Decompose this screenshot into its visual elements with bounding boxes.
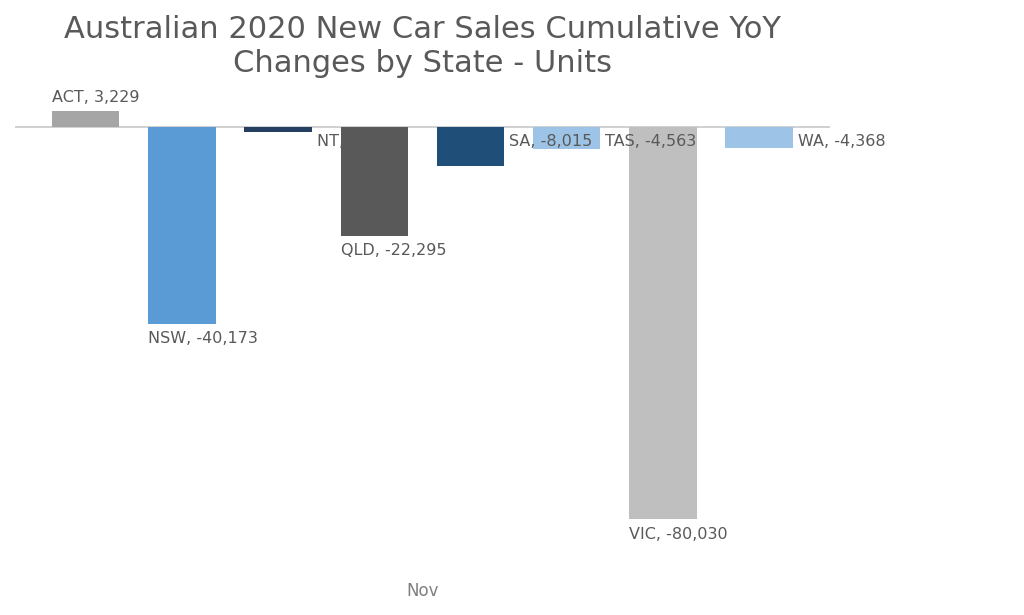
Bar <box>437 127 504 166</box>
Bar <box>52 111 120 127</box>
Bar <box>534 127 600 149</box>
Text: VIC, -80,030: VIC, -80,030 <box>630 526 728 542</box>
Text: QLD, -22,295: QLD, -22,295 <box>341 244 446 258</box>
Bar <box>245 127 311 132</box>
Bar <box>630 127 696 519</box>
Text: NSW, -40,173: NSW, -40,173 <box>148 331 258 346</box>
Text: NT, -1,097: NT, -1,097 <box>316 134 400 149</box>
Bar <box>725 127 793 148</box>
Bar <box>341 127 408 236</box>
Bar <box>148 127 216 323</box>
X-axis label: Nov: Nov <box>407 582 438 600</box>
Text: ACT, 3,229: ACT, 3,229 <box>52 90 139 105</box>
Text: SA, -8,015: SA, -8,015 <box>509 134 592 149</box>
Text: WA, -4,368: WA, -4,368 <box>798 134 886 149</box>
Title: Australian 2020 New Car Sales Cumulative YoY
Changes by State - Units: Australian 2020 New Car Sales Cumulative… <box>65 15 781 77</box>
Text: TAS, -4,563: TAS, -4,563 <box>605 134 696 149</box>
